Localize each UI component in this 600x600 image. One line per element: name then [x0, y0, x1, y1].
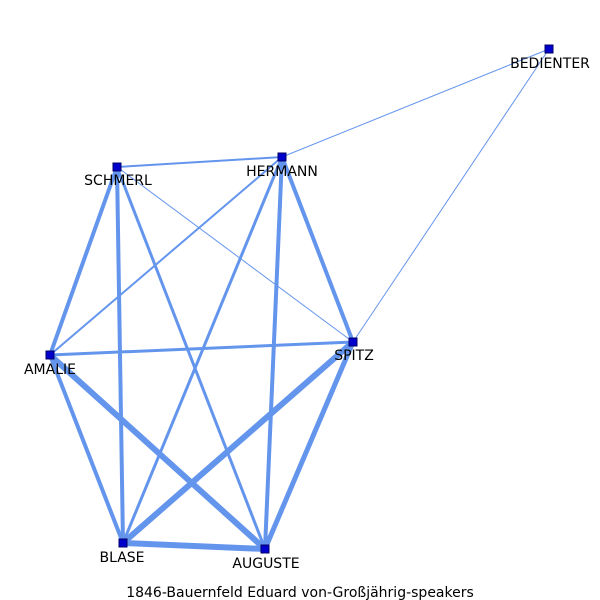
edge-hermann-spitz: [280, 156, 355, 343]
edge-schmerl-auguste: [115, 166, 267, 550]
edge-amalie-auguste: [47, 352, 268, 552]
edge-blase-auguste: [122, 540, 266, 552]
edge-hermann-bedienter: [281, 48, 550, 158]
node-spitz: [348, 337, 358, 347]
node-label-blase: BLASE: [99, 550, 144, 566]
node-amalie: [45, 350, 55, 360]
node-label-hermann: HERMANN: [246, 164, 318, 180]
labels-layer: BEDIENTER SCHMERL HERMANN AMALIE SPITZ BLASE A…: [24, 56, 590, 572]
edge-schmerl-hermann: [116, 156, 283, 168]
edge-amalie-blase: [48, 354, 125, 544]
edge-schmerl-amalie: [48, 166, 119, 356]
node-label-amalie: AMALIE: [24, 362, 76, 378]
edge-spitz-blase: [121, 339, 355, 546]
node-label-auguste: AUGUSTE: [232, 556, 299, 572]
node-bedienter: [544, 44, 554, 54]
edge-hermann-auguste: [263, 156, 284, 550]
node-auguste: [260, 544, 270, 554]
edges-layer: [47, 48, 550, 552]
edge-schmerl-blase: [115, 166, 125, 544]
edge-schmerl-spitz: [116, 166, 354, 343]
node-blase: [118, 538, 128, 548]
edge-spitz-auguste: [262, 341, 356, 550]
edge-hermann-amalie: [49, 156, 283, 356]
node-label-spitz: SPITZ: [334, 348, 374, 364]
graph-caption: 1846-Bauernfeld Eduard von-Großjährig-sp…: [126, 585, 474, 600]
node-schmerl: [112, 162, 122, 172]
node-label-schmerl: SCHMERL: [84, 173, 152, 189]
nodes-layer: [45, 44, 554, 554]
edge-hermann-blase: [121, 156, 284, 544]
node-label-bedienter: BEDIENTER: [510, 56, 590, 72]
edge-spitz-bedienter: [352, 48, 550, 343]
node-hermann: [277, 152, 287, 162]
